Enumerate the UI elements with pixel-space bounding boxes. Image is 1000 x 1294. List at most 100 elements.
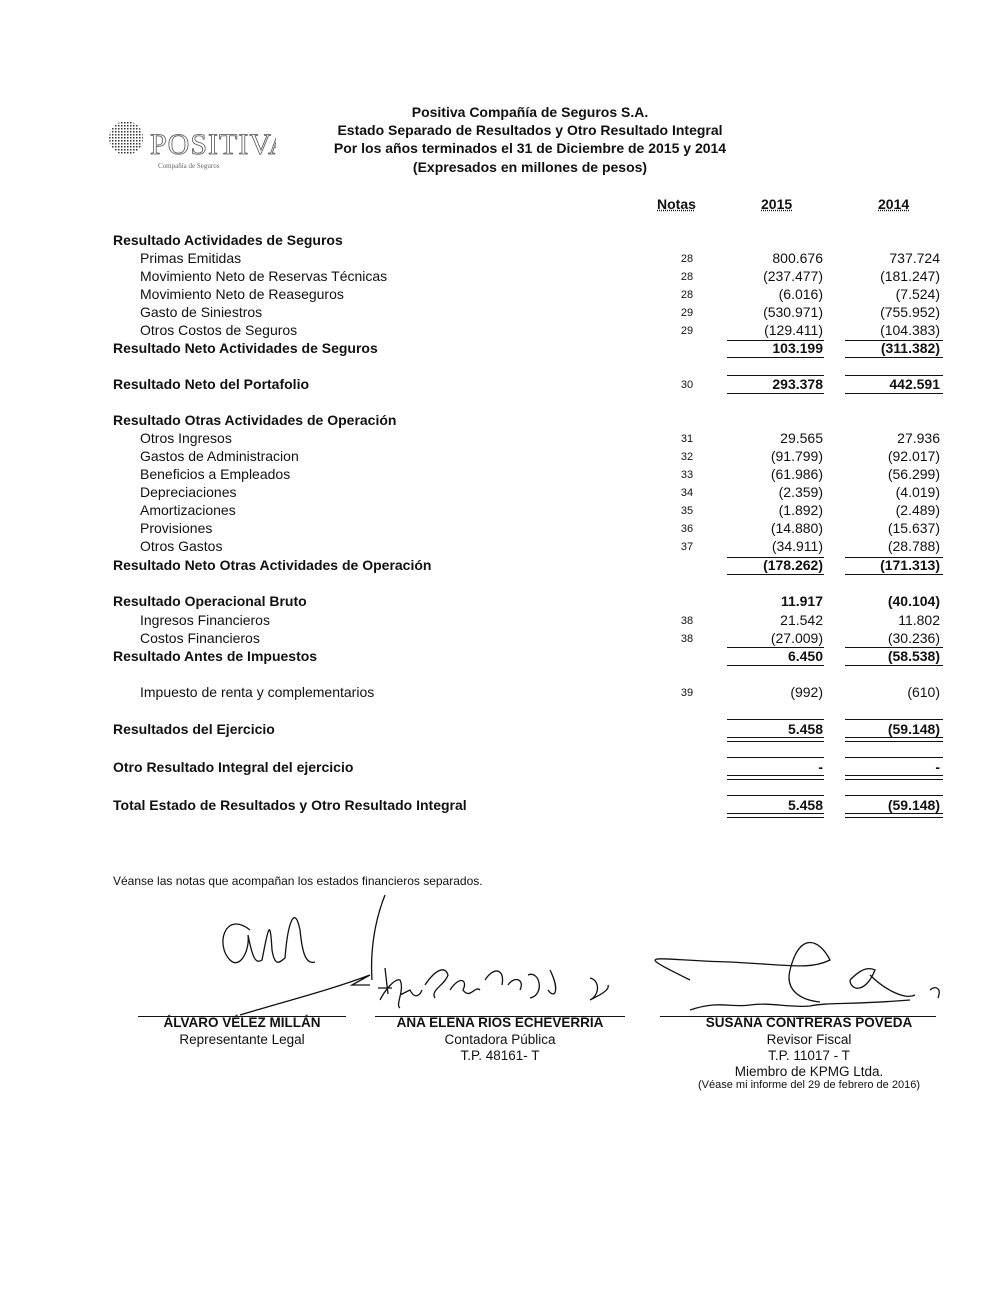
underline-rule <box>845 817 943 818</box>
value-2015: (2.359) <box>778 484 823 500</box>
column-header-notes: Notas <box>657 196 696 212</box>
row-note: 29 <box>680 325 694 337</box>
value-2015: (27.009) <box>770 630 823 646</box>
column-header-2015: 2015 <box>761 196 793 212</box>
underline-rule <box>845 775 943 776</box>
underline-rule <box>727 340 824 341</box>
row-note: 30 <box>680 379 694 391</box>
value-2015: 800.676 <box>772 250 823 266</box>
footnote: Véanse las notas que acompañan los estad… <box>113 874 483 888</box>
value-2014: (58.538) <box>887 648 940 664</box>
value-2014: (610) <box>907 684 940 700</box>
company-name: Positiva Compañía de Seguros S.A. <box>411 104 649 120</box>
value-2015: 5.458 <box>787 721 823 737</box>
row-label: Otros Costos de Seguros <box>140 322 298 338</box>
value-2014: (59.148) <box>887 721 940 737</box>
row-note: 32 <box>680 451 694 463</box>
svg-text:Compañía de Seguros: Compañía de Seguros <box>158 162 220 170</box>
row-label: Movimiento Neto de Reservas Técnicas <box>140 268 388 284</box>
value-2014: (40.104) <box>887 593 940 609</box>
row-label: Resultado Neto Actividades de Seguros <box>113 340 378 356</box>
underline-rule <box>727 375 824 376</box>
row-label: Provisiones <box>140 520 213 536</box>
underline-rule <box>727 757 824 758</box>
statement-title: Estado Separado de Resultados y Otro Res… <box>337 122 723 138</box>
row-note: 38 <box>680 615 694 627</box>
value-2014: (92.017) <box>887 448 940 464</box>
value-2015: 103.199 <box>772 340 823 356</box>
underline-rule <box>845 340 943 341</box>
row-note: 38 <box>680 633 694 645</box>
value-2014: (4.019) <box>895 484 940 500</box>
statement-period: Por los años terminados el 31 de Diciemb… <box>333 140 727 156</box>
signatory-detail: Revisor Fiscal <box>766 1032 852 1047</box>
signatory-detail: Miembro de KPMG Ltda. <box>734 1064 884 1079</box>
row-label: Ingresos Financieros <box>140 612 270 628</box>
value-2015: (530.971) <box>763 304 823 320</box>
row-label: Resultados del Ejercicio <box>113 721 275 737</box>
underline-rule <box>727 719 824 720</box>
value-2014: - <box>935 759 940 775</box>
signatory-detail: (Véase mi informe del 29 de febrero de 2… <box>698 1079 920 1091</box>
row-label: Gasto de Siniestros <box>140 304 263 320</box>
row-note: 37 <box>680 541 694 553</box>
underline-rule <box>845 719 943 720</box>
signature-line <box>138 1016 346 1017</box>
value-2015: (91.799) <box>770 448 823 464</box>
value-2014: (171.313) <box>880 557 940 573</box>
row-label: Resultado Neto Otras Actividades de Oper… <box>113 557 432 573</box>
row-note: 28 <box>680 289 694 301</box>
underline-rule <box>845 665 943 666</box>
value-2014: (30.236) <box>887 630 940 646</box>
underline-rule <box>727 817 824 818</box>
row-label: Otros Gastos <box>140 538 223 554</box>
row-label: Primas Emitidas <box>140 250 242 266</box>
underline-rule <box>727 779 824 780</box>
value-2015: (34.911) <box>771 538 823 554</box>
row-note: 28 <box>680 253 694 265</box>
row-label: Otro Resultado Integral del ejercicio <box>113 759 354 775</box>
underline-rule <box>845 357 943 358</box>
value-2014: (755.952) <box>880 304 940 320</box>
value-2014: (7.524) <box>895 286 940 302</box>
value-2014: 737.724 <box>889 250 940 266</box>
svg-text:POSITIVA: POSITIVA <box>150 128 276 161</box>
value-2015: (6.016) <box>778 286 823 302</box>
value-2015: (178.262) <box>763 557 823 573</box>
underline-rule <box>727 775 824 776</box>
row-label: Amortizaciones <box>140 502 236 518</box>
handwritten-signatures <box>222 894 940 1016</box>
underline-rule <box>845 557 943 558</box>
value-2015: (129.411) <box>764 322 823 338</box>
underline-rule <box>845 737 943 738</box>
value-2014: 11.802 <box>898 612 940 628</box>
value-2015: (14.880) <box>770 520 823 536</box>
value-2014: (15.637) <box>887 520 940 536</box>
row-label: Movimiento Neto de Reaseguros <box>140 286 344 302</box>
row-label: Resultado Antes de Impuestos <box>113 648 318 664</box>
signatory-name: ANA ELENA RIOS ECHEVERRIA <box>396 1015 604 1030</box>
underline-rule <box>845 375 943 376</box>
signatory-detail: Representante Legal <box>179 1032 305 1047</box>
signatory-detail: T.P. 11017 - T <box>768 1048 850 1063</box>
row-label: Depreciaciones <box>140 484 237 500</box>
underline-rule <box>727 574 824 575</box>
signatory-name: ÁLVARO VÉLEZ MILLÁN <box>163 1015 321 1030</box>
company-logo: POSITIVA Compañía de Seguros <box>106 116 290 172</box>
underline-rule <box>727 665 824 666</box>
row-note: 39 <box>680 687 694 699</box>
underline-rule <box>845 574 943 575</box>
value-2015: - <box>818 759 823 775</box>
value-2015: (1.892) <box>778 502 823 518</box>
row-label: Beneficios a Empleados <box>140 466 291 482</box>
signatory-name: SUSANA CONTRERAS POVEDA <box>705 1015 913 1030</box>
value-2014: (28.788) <box>887 538 940 554</box>
underline-rule <box>845 647 943 648</box>
underline-rule <box>727 647 824 648</box>
value-2015: 5.458 <box>787 797 823 813</box>
value-2015: 29.565 <box>780 430 823 446</box>
column-header-2014: 2014 <box>878 196 910 212</box>
value-2014: (181.247) <box>880 268 940 284</box>
value-2015: 6.450 <box>787 648 823 664</box>
value-2014: (56.299) <box>887 466 940 482</box>
